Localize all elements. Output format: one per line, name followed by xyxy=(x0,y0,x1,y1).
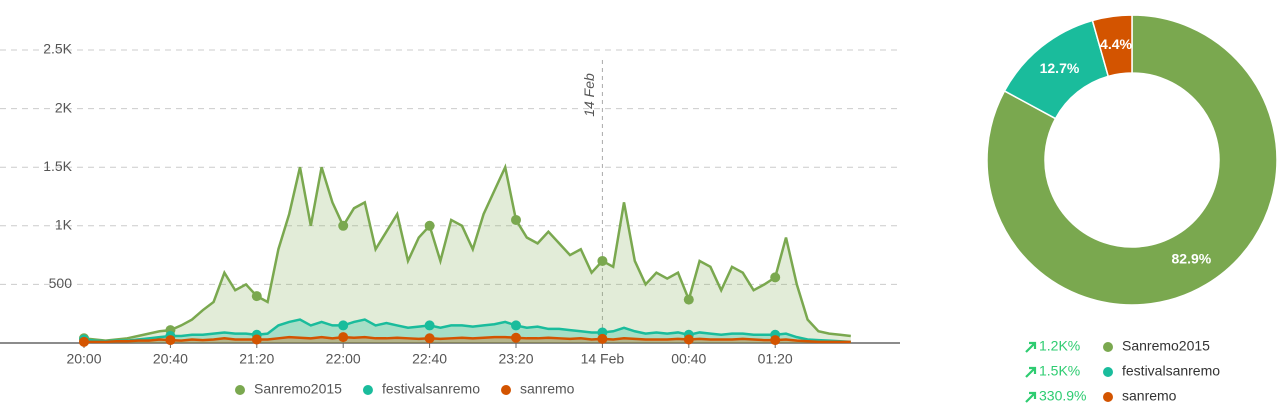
y-tick-label: 2K xyxy=(55,99,73,115)
legend-label: Sanremo2015 xyxy=(254,381,342,397)
point xyxy=(597,255,608,266)
point xyxy=(251,291,262,302)
trend-arrow xyxy=(1025,341,1037,353)
y-tick-label: 1.5K xyxy=(43,158,72,174)
legend-dot xyxy=(235,385,245,395)
point xyxy=(424,333,435,344)
legend-dot xyxy=(1103,342,1113,352)
trend-arrow xyxy=(1025,391,1037,403)
point xyxy=(683,294,694,305)
x-tick-label: 14 Feb xyxy=(581,351,625,367)
x-tick-label: 20:00 xyxy=(66,351,101,367)
slice-label: 4.4% xyxy=(1100,36,1132,52)
x-tick-label: 00:40 xyxy=(671,351,706,367)
slice xyxy=(986,14,1278,306)
point xyxy=(424,320,435,331)
point xyxy=(770,335,781,346)
annotation: 14 Feb xyxy=(581,73,597,117)
point xyxy=(770,272,781,283)
legend-dot xyxy=(362,385,373,395)
change-label: 1.2K% xyxy=(1039,338,1080,354)
point xyxy=(683,334,694,345)
legend-label: festivalsanremo xyxy=(1122,363,1220,379)
point xyxy=(338,320,349,331)
slice-label: 82.9% xyxy=(1172,250,1212,266)
y-tick-label: 500 xyxy=(49,275,73,291)
legend-label: sanremo xyxy=(1122,388,1177,404)
point xyxy=(251,334,262,345)
legend-label: festivalsanremo xyxy=(382,381,480,397)
change-label: 1.5K% xyxy=(1039,363,1080,379)
point xyxy=(79,336,89,347)
slice-label: 12.7% xyxy=(1040,60,1080,76)
line xyxy=(83,163,851,342)
trend-arrow xyxy=(1025,366,1037,378)
point xyxy=(597,333,608,344)
point xyxy=(338,332,349,343)
legend-dot xyxy=(1103,392,1113,402)
area xyxy=(84,167,851,343)
point xyxy=(511,332,521,343)
point xyxy=(511,320,521,331)
legend-label: Sanremo2015 xyxy=(1122,338,1210,354)
line xyxy=(84,335,851,344)
x-tick-label: 22:40 xyxy=(412,351,447,367)
x-tick-label: 01:20 xyxy=(758,351,793,367)
x-tick-label: 22:00 xyxy=(326,351,361,367)
x-tick-label: 20:40 xyxy=(153,351,188,367)
y-tick-label: 2.5K xyxy=(43,41,72,57)
x-tick-label: 21:20 xyxy=(239,351,274,367)
line xyxy=(83,318,851,344)
legend-dot xyxy=(1103,367,1113,377)
legend-dot xyxy=(501,385,511,395)
point xyxy=(511,214,521,225)
y-tick-label: 1K xyxy=(55,217,73,233)
point xyxy=(165,335,176,346)
change-label: 330.9% xyxy=(1039,388,1086,404)
legend-label: sanremo xyxy=(520,381,575,397)
slice xyxy=(1091,14,1133,78)
point xyxy=(424,220,435,231)
x-tick-label: 23:20 xyxy=(498,351,533,367)
point xyxy=(338,220,349,231)
area xyxy=(84,319,851,343)
